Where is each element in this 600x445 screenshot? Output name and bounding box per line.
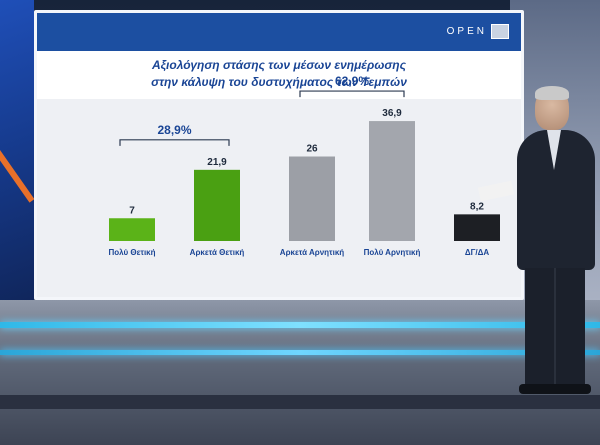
data-label: 26 [306,144,318,155]
presenter-hair [535,86,569,100]
group-total-label: 28,9% [157,123,191,137]
screen-header-bar: OPEN [37,13,521,51]
channel-logo: OPEN [446,26,487,37]
category-label: Αρκετά Αρνητική [280,248,344,257]
category-label: Αρκετά Θετική [190,248,245,257]
data-label: 36,9 [382,108,402,119]
presenter-shoes [519,384,591,394]
bar-chart: 7 Πολύ Θετική 21,9 Αρκετά Θετική 26 Αρκετά Αρ… [108,74,500,257]
bar [369,121,415,241]
floor-stripe [0,395,600,409]
chart-panel: Αξιολόγηση στάσης των μέσων ενημέρωσης σ… [37,51,521,297]
video-wall-screen: OPEN Αξιολόγηση στάσης των μέσων ενημέρω… [34,10,524,300]
neon-light-strip [0,350,600,355]
studio-left-wall [0,0,35,300]
category-label: Πολύ Αρνητική [364,248,421,257]
group-bracket [299,90,405,98]
data-label: 7 [129,205,135,216]
chart-title-line-1: Αξιολόγηση στάσης των μέσων ενημέρωσης [151,58,407,72]
data-label: 8,2 [470,201,484,212]
bar [454,214,500,241]
group-total-label: 62,9% [335,74,369,88]
chart-title-band: Αξιολόγηση στάσης των μέσων ενημέρωσης σ… [37,51,521,99]
data-label: 21,9 [207,157,227,168]
chart-title-line-2: στην κάλυψη του δυστυχήματος των Τεμπών [151,75,407,89]
presenter-legs [525,268,585,388]
bar [289,156,335,241]
neon-light-strip [0,322,600,328]
group-bracket [119,139,230,146]
presenter [477,86,600,408]
category-label: Πολύ Θετική [108,248,155,257]
studio-floor [0,300,600,445]
channel-logo-icon [491,24,509,39]
studio-light-streak [0,150,35,203]
bar [194,169,240,241]
bar [109,218,155,241]
category-label: ΔΓ/ΔΑ [465,248,490,257]
